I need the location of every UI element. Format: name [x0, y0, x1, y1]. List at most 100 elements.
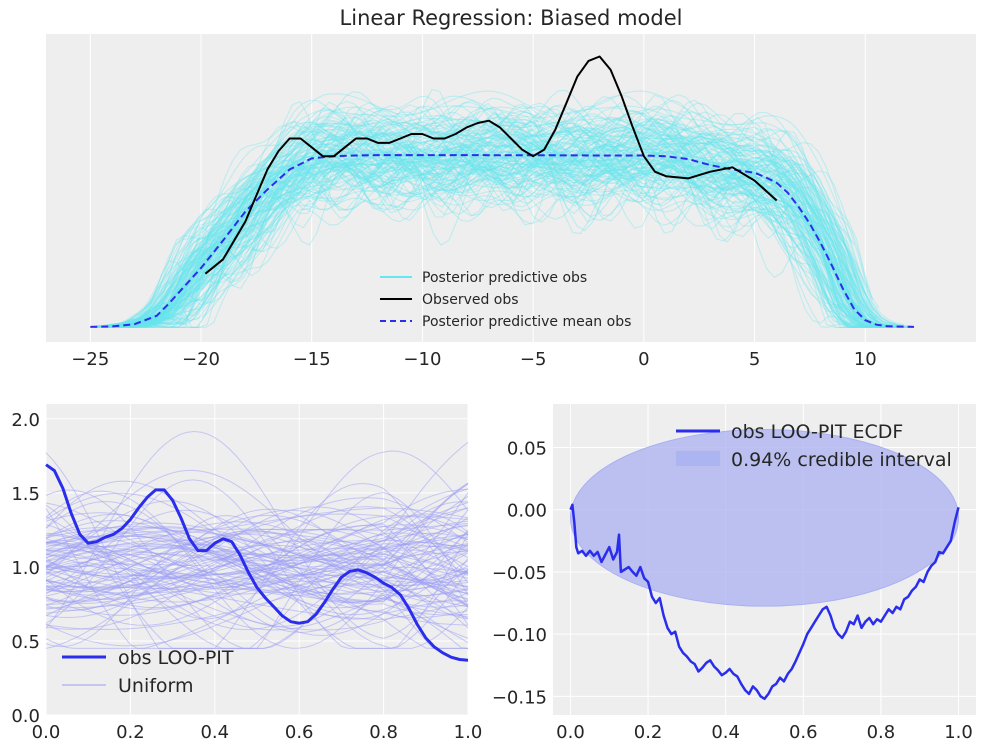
ppc-observed-line — [204, 55, 778, 275]
loo-pit-kde-line — [45, 463, 469, 662]
ppc-draw-line — [98, 139, 859, 328]
ppc-draw-line — [135, 145, 896, 328]
ppc-draw-line — [140, 148, 870, 324]
ppc-x-tick-label: −15 — [293, 349, 331, 370]
uniform-draw-line — [45, 524, 469, 626]
loo-pit-line — [45, 463, 469, 662]
ppc-draw-line — [92, 150, 868, 328]
ppc-draw-line — [133, 120, 894, 326]
ecdf-x-tick-label: 0.6 — [789, 722, 818, 743]
ppc-draw-line — [123, 139, 899, 327]
ppc-draw-line — [127, 140, 888, 328]
ppc-draw-line — [143, 195, 904, 328]
ppc-draw-line — [108, 150, 876, 328]
ppc-draw-line — [120, 133, 881, 328]
uniform-draw-line — [45, 469, 469, 597]
uniform-draw-line — [45, 542, 469, 608]
ppc-draw-line — [100, 160, 868, 328]
ppc-draw-line — [116, 113, 900, 327]
ppc-draw-line — [107, 153, 860, 328]
uniform-draw-line — [45, 513, 469, 649]
ppc-draw-line — [92, 143, 891, 328]
ppc-draw-line — [99, 133, 875, 328]
ppc-draw-line — [139, 130, 868, 327]
ecdf-x-tick-label: 1.0 — [944, 722, 973, 743]
ecdf-x-tick-label: 0.0 — [556, 722, 585, 743]
ppc-draw-line — [130, 90, 852, 324]
ppc-draw-line — [126, 158, 856, 328]
ppc-x-tick-labels: −25 −20 −15 −10 −5 0 5 10 — [71, 349, 876, 370]
ppc-draw-line — [97, 151, 865, 328]
ppc-lines — [90, 55, 915, 328]
uniform-draw-line — [45, 482, 469, 649]
ppc-draw-line — [132, 168, 892, 328]
uniform-draw-line — [45, 507, 469, 553]
ppc-draw-line — [125, 143, 878, 328]
loo-pit-tick-labels: 0.0 0.2 0.4 0.6 0.8 1.0 0.0 0.5 1.0 1.5 2.0 — [11, 410, 482, 743]
ppc-draw-line — [94, 130, 862, 328]
ecdf-credible-interval-band — [569, 429, 960, 607]
ppc-draw-line — [105, 111, 873, 327]
ppc-draw-line — [126, 140, 863, 327]
loo-pit-kde-panel: 0.0 0.2 0.4 0.6 0.8 1.0 0.0 0.5 1.0 1.5 2.0 obs LO… — [11, 404, 482, 743]
ppc-draw-line — [110, 150, 863, 327]
ecdf-x-tick-label: 0.4 — [711, 722, 740, 743]
ppc-draw-line — [106, 179, 866, 328]
uniform-draw-line — [45, 527, 469, 601]
ppc-draw-line — [112, 158, 880, 328]
ecdf-credible-interval — [569, 429, 960, 607]
ppc-draw-line — [102, 133, 878, 328]
ppc-draw-line — [125, 123, 855, 327]
ppc-draw-line — [121, 165, 890, 328]
ppc-draw-line — [96, 105, 873, 327]
ppc-draw-line — [143, 129, 904, 327]
legend-label-loo-pit: obs LOO-PIT — [118, 647, 234, 669]
ppc-draw-line — [106, 140, 905, 327]
ppc-draw-line — [107, 118, 883, 327]
legend-label-pp-mean: Posterior predictive mean obs — [422, 314, 631, 330]
loo-pit-x-tick-label: 1.0 — [454, 722, 483, 743]
ppc-draw-line — [125, 149, 909, 328]
uniform-draw-line — [45, 430, 469, 639]
ppc-draw-line — [141, 132, 863, 327]
ppc-draw-line — [121, 106, 890, 326]
ppc-draw-line — [115, 152, 899, 328]
uniform-draw-line — [45, 507, 469, 588]
uniform-draw-line — [45, 541, 469, 585]
ppc-draw-line — [129, 146, 874, 326]
ppc-draw-line — [136, 115, 874, 323]
ppc-draw-line — [137, 152, 867, 324]
ppc-draw-line — [117, 165, 855, 328]
ppc-draw-line — [105, 145, 858, 326]
ppc-draw-line — [135, 128, 857, 327]
ppc-draw-line — [129, 139, 897, 328]
ppc-draw-line — [106, 137, 897, 328]
uniform-draw-line — [45, 533, 469, 594]
ppc-draw-line — [135, 118, 888, 326]
ppc-gridlines — [89, 34, 866, 342]
ppc-panel: −25 −20 −15 −10 −5 0 5 10 Linear Regression: Bi… — [46, 6, 976, 370]
ppc-draw-line — [116, 108, 877, 326]
ppc-draw-line — [141, 108, 855, 315]
loo-pit-x-tick-label: 0.6 — [285, 722, 314, 743]
ppc-draw-line — [128, 160, 897, 328]
ppc-draw-line — [94, 124, 886, 327]
uniform-draw-line — [45, 509, 469, 619]
ppc-legend: Posterior predictive obs Observed obs Po… — [380, 270, 631, 330]
ppc-draw-line — [122, 125, 853, 326]
ppc-draw-line — [129, 144, 851, 326]
ecdf-y-tick-label: −0.15 — [492, 687, 547, 708]
ppc-draw-line — [116, 102, 884, 327]
ppc-draw-line — [109, 167, 908, 328]
ecdf-x-tick-label: 0.8 — [867, 722, 896, 743]
ppc-draw-line — [94, 134, 855, 328]
uniform-draw-line — [45, 482, 469, 649]
ppc-draw-line — [144, 134, 897, 327]
ppc-draw-line — [111, 174, 903, 328]
ppc-draw-line — [114, 118, 875, 327]
ppc-draw-line — [145, 119, 905, 326]
ppc-draw-line — [127, 110, 857, 326]
ppc-draw-line — [133, 128, 871, 327]
loo-pit-x-tick-label: 0.0 — [32, 722, 61, 743]
ppc-draw-line — [137, 142, 852, 325]
